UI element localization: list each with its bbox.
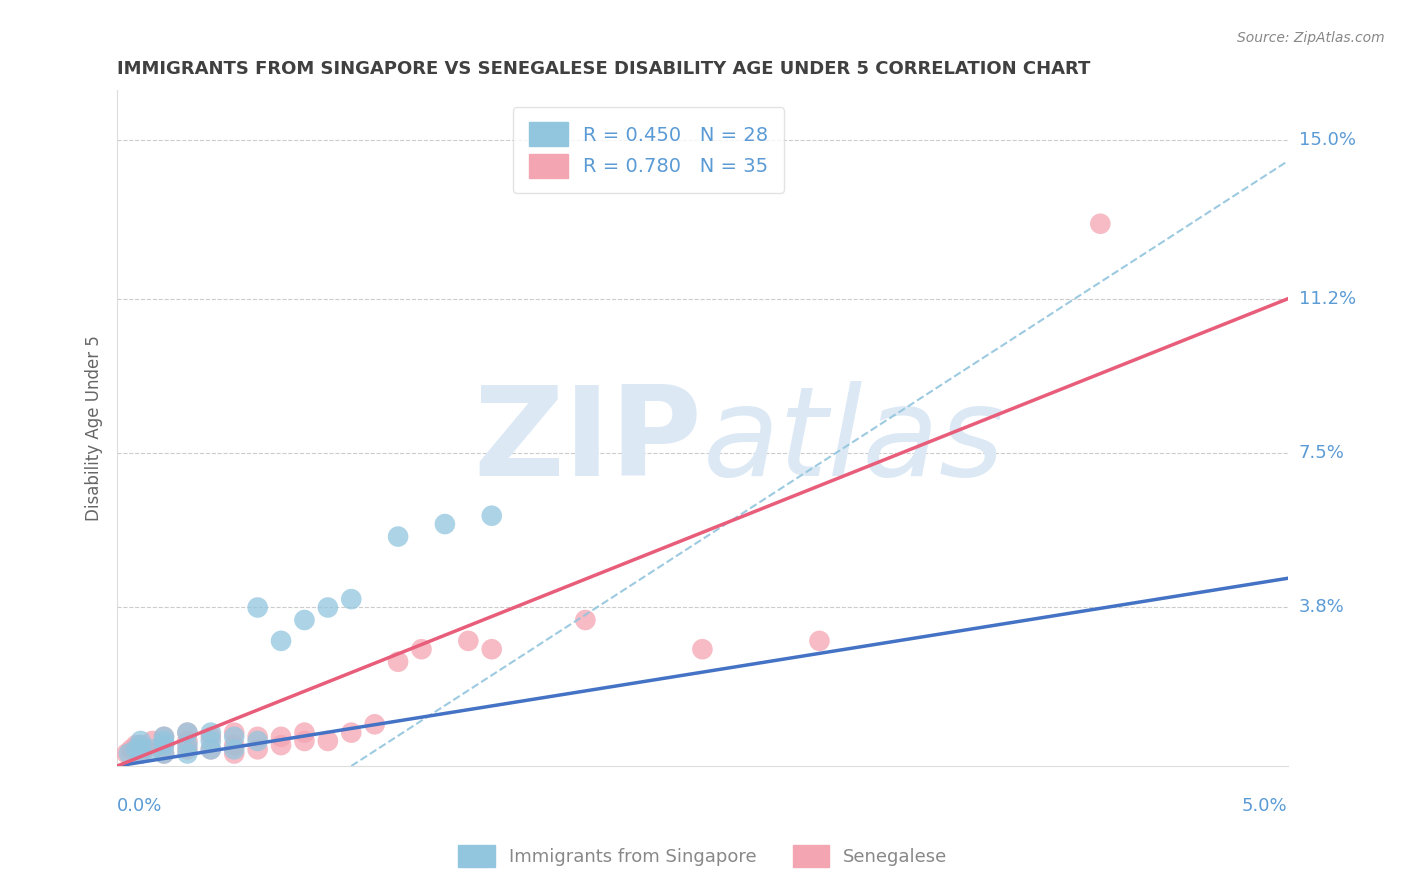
Point: [125, 738, 148, 752]
Point: [153, 747, 176, 761]
Point: [129, 742, 152, 756]
Point: [153, 730, 176, 744]
Point: [316, 600, 339, 615]
Point: [115, 747, 138, 761]
Point: [200, 725, 222, 739]
Y-axis label: Disability Age Under 5: Disability Age Under 5: [86, 335, 103, 521]
Point: [176, 725, 198, 739]
Point: [200, 742, 222, 756]
Point: [153, 738, 176, 752]
Point: [387, 655, 409, 669]
Point: [129, 747, 152, 761]
Point: [224, 747, 246, 761]
Point: [387, 530, 409, 544]
Point: [153, 738, 176, 752]
Text: atlas: atlas: [703, 381, 1004, 502]
Text: 15.0%: 15.0%: [1299, 131, 1355, 149]
Point: [129, 734, 152, 748]
Point: [141, 734, 163, 748]
Point: [340, 725, 363, 739]
Point: [129, 738, 152, 752]
Text: IMMIGRANTS FROM SINGAPORE VS SENEGALESE DISABILITY AGE UNDER 5 CORRELATION CHART: IMMIGRANTS FROM SINGAPORE VS SENEGALESE …: [117, 60, 1091, 78]
Point: [118, 747, 141, 761]
Point: [1090, 217, 1112, 231]
Point: [176, 725, 198, 739]
Point: [134, 742, 156, 756]
Point: [153, 747, 176, 761]
Point: [200, 734, 222, 748]
Text: 11.2%: 11.2%: [1299, 290, 1355, 308]
Point: [141, 742, 163, 756]
Point: [224, 725, 246, 739]
Point: [176, 747, 198, 761]
Point: [481, 642, 503, 657]
Point: [246, 742, 269, 756]
Point: [176, 738, 198, 752]
Point: [294, 725, 316, 739]
Text: ZIP: ZIP: [474, 381, 703, 502]
Point: [246, 734, 269, 748]
Point: [200, 730, 222, 744]
Point: [125, 742, 148, 756]
Text: 5.0%: 5.0%: [1241, 797, 1288, 814]
Legend: Immigrants from Singapore, Senegalese: Immigrants from Singapore, Senegalese: [451, 838, 955, 874]
Point: [224, 730, 246, 744]
Point: [574, 613, 596, 627]
Text: Source: ZipAtlas.com: Source: ZipAtlas.com: [1237, 31, 1385, 45]
Point: [129, 747, 152, 761]
Point: [692, 642, 714, 657]
Point: [224, 738, 246, 752]
Text: 3.8%: 3.8%: [1299, 599, 1344, 616]
Point: [363, 717, 385, 731]
Point: [433, 517, 456, 532]
Legend: R = 0.450   N = 28, R = 0.780   N = 35: R = 0.450 N = 28, R = 0.780 N = 35: [513, 107, 783, 193]
Point: [270, 730, 292, 744]
Point: [224, 742, 246, 756]
Text: 0.0%: 0.0%: [117, 797, 163, 814]
Point: [129, 738, 152, 752]
Point: [457, 633, 479, 648]
Point: [294, 734, 316, 748]
Point: [246, 730, 269, 744]
Point: [120, 742, 142, 756]
Text: 7.5%: 7.5%: [1299, 444, 1344, 462]
Point: [294, 613, 316, 627]
Point: [340, 592, 363, 607]
Point: [316, 734, 339, 748]
Point: [481, 508, 503, 523]
Point: [153, 734, 176, 748]
Point: [411, 642, 433, 657]
Point: [176, 734, 198, 748]
Point: [808, 633, 831, 648]
Point: [246, 600, 269, 615]
Point: [153, 730, 176, 744]
Point: [270, 633, 292, 648]
Point: [200, 742, 222, 756]
Point: [270, 738, 292, 752]
Point: [176, 742, 198, 756]
